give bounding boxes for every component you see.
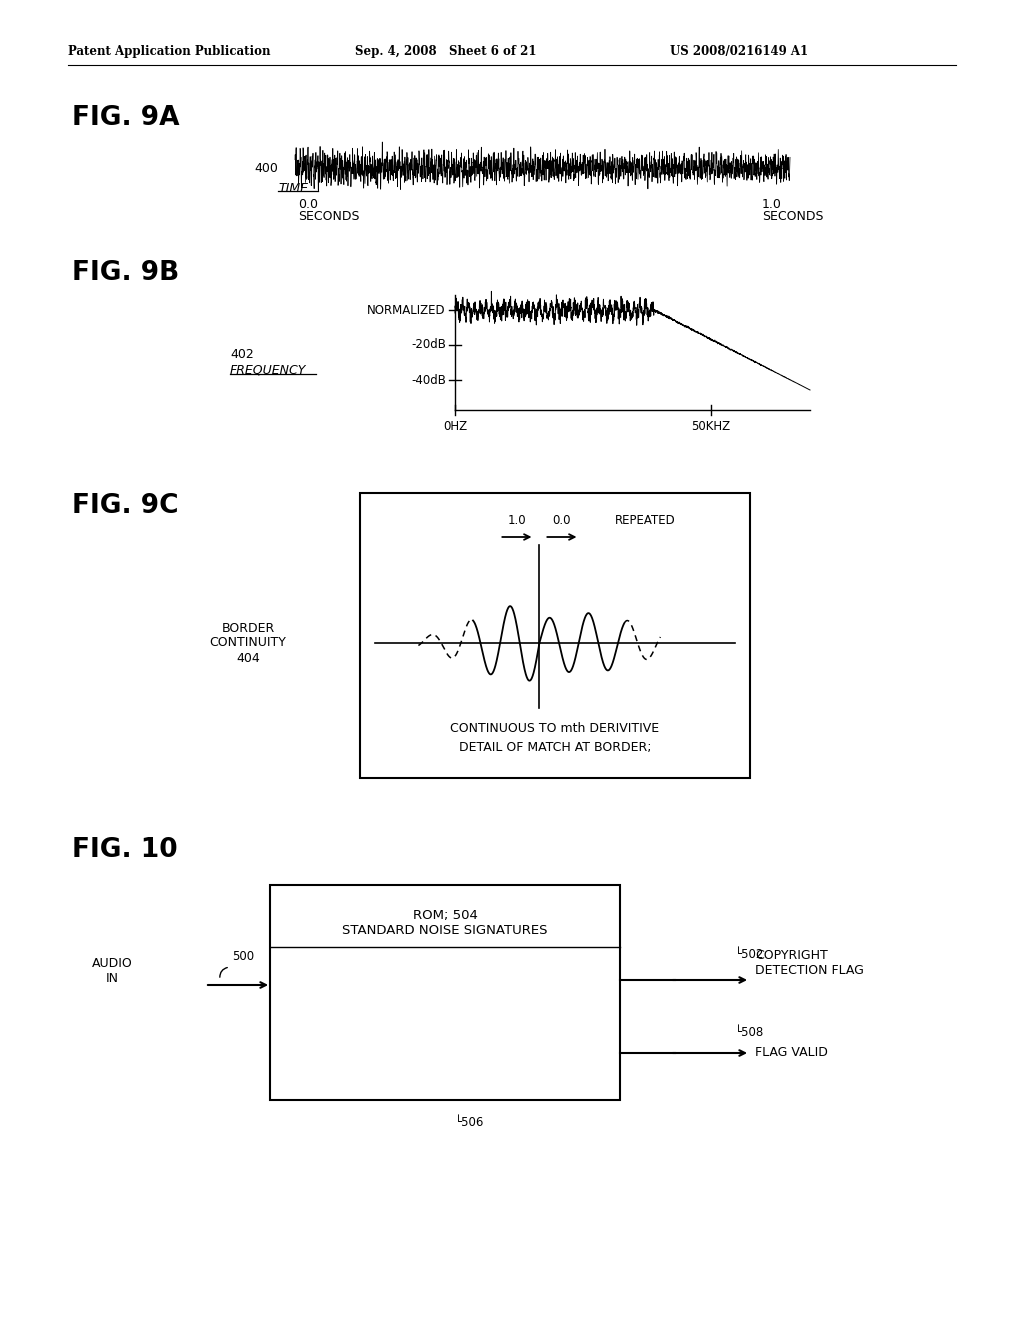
Bar	[360, 492, 750, 777]
Text: BORDER
CONTINUITY
404: BORDER CONTINUITY 404	[210, 622, 287, 664]
Text: DETAIL OF MATCH AT BORDER;: DETAIL OF MATCH AT BORDER;	[459, 742, 651, 755]
Text: FIG. 10: FIG. 10	[72, 837, 177, 863]
Text: 1.0: 1.0	[762, 198, 782, 211]
Text: SECONDS: SECONDS	[298, 210, 359, 223]
Text: ROM; 504
STANDARD NOISE SIGNATURES: ROM; 504 STANDARD NOISE SIGNATURES	[342, 909, 548, 937]
Text: -40dB: -40dB	[411, 374, 446, 387]
Text: FLAG VALID: FLAG VALID	[755, 1047, 827, 1060]
Text: 50KHZ: 50KHZ	[691, 420, 730, 433]
Text: └506: └506	[455, 1115, 484, 1129]
Text: COPYRIGHT
DETECTION FLAG: COPYRIGHT DETECTION FLAG	[755, 949, 864, 977]
Bar	[270, 884, 620, 1100]
Text: FIG. 9C: FIG. 9C	[72, 492, 178, 519]
Text: CONTINUOUS TO mth DERIVITIVE: CONTINUOUS TO mth DERIVITIVE	[451, 722, 659, 734]
Text: └502: └502	[735, 949, 764, 961]
Text: NORMALIZED: NORMALIZED	[368, 304, 446, 317]
Text: 0.0: 0.0	[298, 198, 318, 211]
Text: 400: 400	[254, 161, 278, 174]
Text: 500: 500	[232, 950, 254, 964]
Text: US 2008/0216149 A1: US 2008/0216149 A1	[670, 45, 808, 58]
Text: -20dB: -20dB	[411, 338, 446, 351]
Text: REPEATED: REPEATED	[614, 515, 675, 528]
Text: 402: 402	[230, 348, 254, 362]
Text: 1.0: 1.0	[508, 515, 526, 528]
Text: AUDIO
IN: AUDIO IN	[91, 957, 132, 985]
Text: └508: └508	[735, 1027, 764, 1040]
Text: FREQUENCY: FREQUENCY	[230, 363, 306, 376]
Text: Sep. 4, 2008   Sheet 6 of 21: Sep. 4, 2008 Sheet 6 of 21	[355, 45, 537, 58]
Text: 0.0: 0.0	[552, 515, 570, 528]
Text: Patent Application Publication: Patent Application Publication	[68, 45, 270, 58]
Text: FIG. 9B: FIG. 9B	[72, 260, 179, 286]
Text: FIG. 9A: FIG. 9A	[72, 106, 179, 131]
Text: SECONDS: SECONDS	[762, 210, 823, 223]
Text: TIME: TIME	[278, 181, 308, 194]
Text: 0HZ: 0HZ	[443, 420, 467, 433]
